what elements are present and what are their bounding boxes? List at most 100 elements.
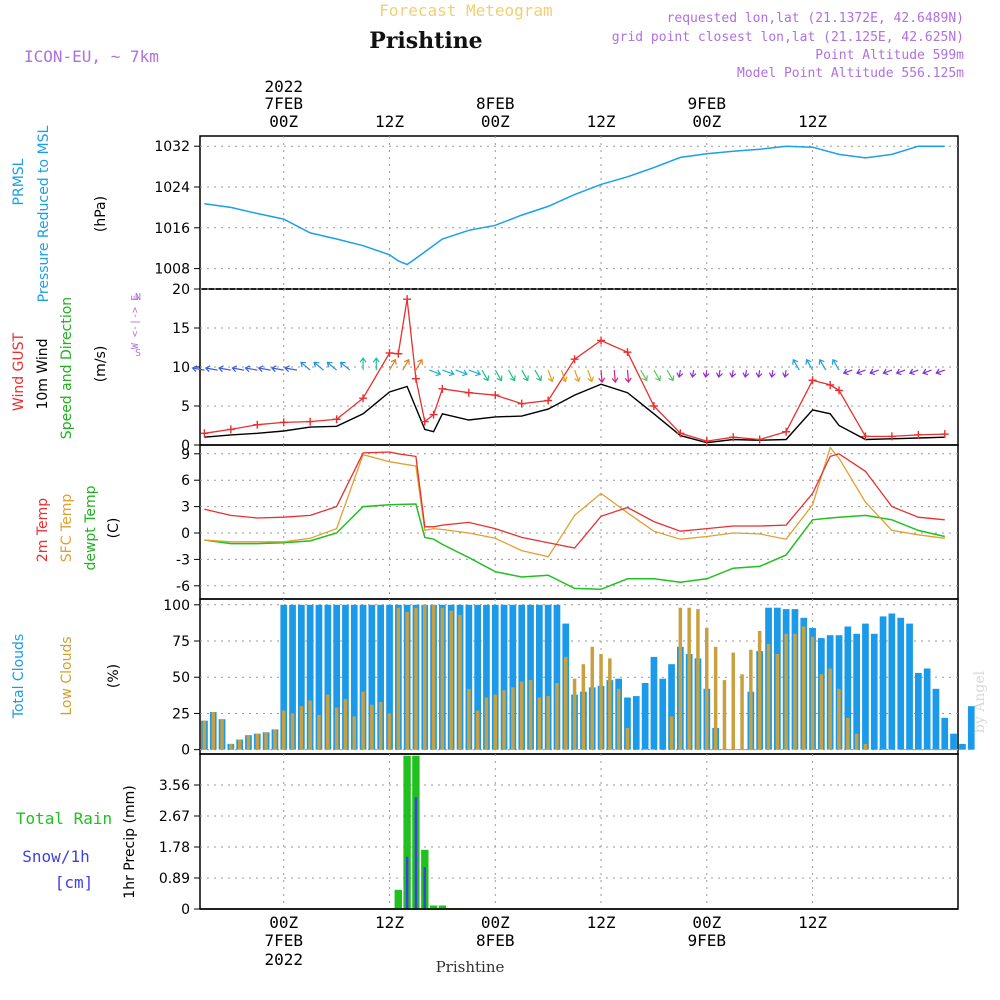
clouds-ytick-label: 75 [172, 634, 190, 650]
bottom-axis-hour: 12Z [375, 913, 404, 932]
gust-marker [411, 374, 420, 383]
total-cloud-bar [350, 604, 358, 750]
wind-10m-label: 10m Wind [35, 338, 51, 409]
gust-marker [702, 437, 711, 446]
snow-bar [414, 797, 418, 909]
total-cloud-bar [624, 697, 631, 750]
low-cloud-bar [220, 719, 224, 750]
wind-direction-arrow [388, 358, 397, 371]
pressure-labels: PRMSL Pressure Reduced to MSL (hPa) [11, 125, 109, 302]
total-cloud-bar [333, 604, 340, 750]
low-cloud-bar [378, 701, 383, 750]
gust-marker [808, 376, 817, 385]
total-cloud-bar [862, 623, 869, 750]
wind-direction-arrow [313, 361, 324, 371]
gust-marker [438, 384, 447, 393]
low-cloud-bar [255, 733, 259, 750]
low-cloud-bar [467, 688, 471, 750]
compass-n: N [135, 292, 141, 303]
top-axis-hour: 00Z [269, 112, 298, 131]
temp-2m-line [204, 451, 945, 549]
wind-direction-arrow [935, 368, 946, 376]
total-cloud-bar [280, 604, 288, 750]
bottom-axis-hour: 12Z [587, 913, 616, 932]
wind-direction-arrow [869, 368, 879, 376]
low-cloud-bar [246, 735, 251, 750]
low-cloud-bar [625, 727, 630, 750]
total-cloud-bar [306, 604, 314, 750]
bottom-axis-hour: 00Z [269, 913, 298, 932]
wind-direction-arrow [372, 357, 380, 371]
low-cloud-bar [713, 646, 718, 750]
low-cloud-bar [431, 604, 436, 750]
wind-direction-arrow [402, 358, 410, 371]
gust-marker [226, 425, 235, 434]
wind-direction-arrow [587, 369, 594, 383]
wind-direction-arrow [702, 369, 710, 378]
total-cloud-bar [844, 626, 852, 750]
wind-direction-arrow [560, 369, 568, 383]
gust-marker [755, 435, 764, 444]
total-cloud-bar [509, 604, 517, 750]
wind-direction-arrow [534, 369, 543, 382]
low-cloud-bar [290, 713, 295, 750]
model-name: ICON-EU, ~ 7km [24, 47, 159, 66]
wind-direction-arrow [339, 361, 351, 371]
total-cloud-bar [359, 604, 367, 750]
wind-direction-arrow [507, 369, 516, 382]
gust-marker [861, 432, 870, 441]
low-cloud-bar [555, 683, 559, 750]
gust-marker [385, 348, 394, 357]
gust-marker [253, 420, 262, 429]
panel-pressure: 1008 1016 1024 1032 [154, 135, 959, 290]
low-cloud-bar [810, 636, 815, 750]
total-cloud-bar [342, 604, 349, 750]
total-cloud-bar [553, 604, 561, 750]
wind-direction-arrow [895, 368, 906, 376]
temp-ytick-label: 6 [181, 473, 190, 489]
wind-direction-arrow [742, 369, 750, 378]
gust-marker [332, 415, 341, 424]
low-cloud-bar [237, 739, 242, 750]
gust-marker [517, 399, 526, 408]
total-cloud-bar [491, 604, 499, 750]
top-axis-hour: 12Z [587, 112, 616, 131]
low-cloud-bar [440, 607, 445, 750]
gridpoint-coords: grid point closest lon,lat (21.125E, 42.… [612, 30, 964, 45]
total-cloud-bar [324, 604, 332, 750]
top-axis-date: 8FEB [476, 94, 515, 113]
rain-bar [429, 905, 438, 909]
point-altitude: Point Altitude 599m [815, 48, 964, 63]
low-cloud-bar [423, 604, 427, 750]
top-axis-hour: 00Z [692, 112, 721, 131]
bottom-axis-hour: 00Z [481, 913, 510, 932]
total-cloud-bar [368, 604, 376, 750]
panels: 100810161024103205101520-6-3036902550751… [154, 135, 975, 918]
low-cloud-bar [863, 743, 868, 750]
gust-marker [403, 295, 412, 304]
bottom-axis-date: 8FEB [476, 931, 515, 950]
total-cloud-bar [897, 617, 905, 750]
wind-direction-arrow [257, 365, 271, 373]
clouds-ytick-label: 0 [181, 743, 190, 759]
total-cloud-bar [544, 604, 552, 750]
wind-ytick-label: 15 [172, 321, 190, 337]
low-cloud-bar [405, 612, 409, 750]
low-cloud-bar [687, 607, 691, 750]
low-cloud-bar [846, 717, 850, 750]
low-cloud-bar [511, 687, 515, 750]
low-cloud-bar [528, 680, 533, 750]
total-cloud-bar [518, 604, 526, 750]
gust-marker [359, 394, 368, 403]
pressure-ytick-label: 1008 [154, 262, 190, 278]
low-cloud-bar [793, 633, 797, 750]
wind-direction-arrow [729, 369, 737, 378]
wind-direction-arrow [191, 365, 205, 373]
total-cloud-bar [915, 672, 922, 750]
wind-direction-arrow [676, 369, 684, 378]
pressure-frame [199, 135, 959, 290]
wind-gust-label: Wind GUST [11, 332, 27, 411]
pressure-label-prmsl: PRMSL [11, 158, 27, 205]
station-name: Prishtine [369, 28, 482, 54]
